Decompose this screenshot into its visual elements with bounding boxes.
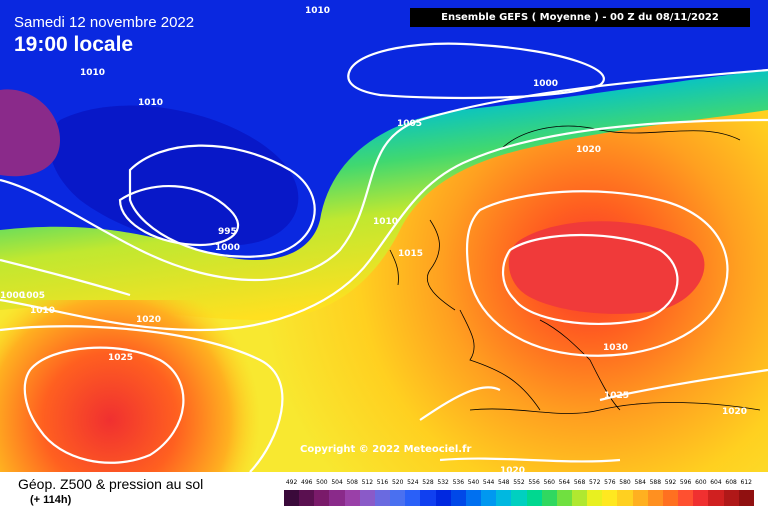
scale-tick-label: 588 bbox=[649, 479, 662, 486]
color-scale-bar bbox=[284, 490, 754, 506]
color-scale: 492 496 500 504 508 512 516 520 524 528 532 536 540 5… bbox=[284, 478, 754, 508]
isobar-label: 1010 bbox=[305, 6, 330, 16]
scale-color-swatch bbox=[556, 490, 572, 506]
legend-footer: Géop. Z500 & pression au sol (+ 114h) 49… bbox=[0, 472, 768, 512]
scale-color-swatch bbox=[632, 490, 648, 506]
scale-tick-label: 556 bbox=[528, 479, 540, 486]
scale-tick-label: 572 bbox=[588, 479, 601, 486]
isobar-label: 1020 bbox=[136, 315, 161, 325]
isobars bbox=[0, 42, 768, 472]
scale-tick-label: 504 bbox=[331, 479, 343, 486]
isobar-label: 1000 bbox=[215, 243, 240, 253]
scale-tick-label: 520 bbox=[391, 479, 404, 486]
scale-tick-label: 584 bbox=[634, 479, 646, 486]
isobar-labels: 1010 1010 1010 1000 1005 1020 995 1000 1… bbox=[0, 6, 747, 472]
isobar-label: 1005 bbox=[397, 119, 422, 129]
scale-color-swatch bbox=[314, 490, 330, 506]
scale-color-swatch bbox=[284, 490, 300, 506]
isobar-label: 1030 bbox=[603, 343, 628, 353]
scale-tick-label: 524 bbox=[407, 479, 419, 486]
color-scale-ticks: 492 496 500 504 508 512 516 520 524 528 532 536 540 5… bbox=[284, 478, 754, 488]
scale-color-swatch bbox=[435, 490, 451, 506]
model-run-banner: Ensemble GEFS ( Moyenne ) - 00 Z du 08/1… bbox=[410, 8, 750, 27]
isobar-label: 1010 bbox=[30, 306, 55, 316]
isobar-label: 1010 bbox=[80, 68, 105, 78]
scale-color-swatch bbox=[344, 490, 360, 506]
scale-color-swatch bbox=[541, 490, 557, 506]
isobar-label: 1005 bbox=[20, 291, 45, 301]
scale-color-swatch bbox=[587, 490, 603, 506]
scale-color-swatch bbox=[647, 490, 663, 506]
scale-tick-label: 568 bbox=[573, 479, 586, 486]
scale-tick-label: 560 bbox=[543, 479, 555, 486]
scale-color-swatch bbox=[693, 490, 709, 506]
geopotential-field: 1010 1010 1010 1000 1005 1020 995 1000 1… bbox=[0, 0, 768, 472]
scale-color-swatch bbox=[329, 490, 345, 506]
scale-color-swatch bbox=[526, 490, 542, 506]
scale-tick-label: 532 bbox=[437, 479, 449, 486]
forecast-local-time: 19:00 locale bbox=[14, 33, 134, 56]
scale-color-swatch bbox=[465, 490, 482, 506]
isobar-label: 995 bbox=[218, 227, 237, 237]
scale-color-swatch bbox=[374, 490, 391, 506]
scale-tick-label: 608 bbox=[725, 479, 737, 486]
scale-color-swatch bbox=[678, 490, 694, 506]
scale-tick-label: 512 bbox=[361, 479, 374, 486]
scale-color-swatch bbox=[617, 490, 633, 506]
scale-tick-label: 592 bbox=[664, 479, 677, 486]
scale-color-swatch bbox=[571, 490, 588, 506]
isobar-label: 1025 bbox=[604, 391, 629, 401]
scale-color-swatch bbox=[708, 490, 724, 506]
scale-color-swatch bbox=[450, 490, 466, 506]
isobar-label: 1000 bbox=[533, 79, 558, 89]
isobar-label: 1020 bbox=[500, 466, 525, 472]
scale-tick-label: 528 bbox=[422, 479, 434, 486]
copyright-notice: Copyright © 2022 Meteociel.fr bbox=[300, 444, 472, 455]
scale-color-swatch bbox=[405, 490, 421, 506]
scale-tick-label: 516 bbox=[376, 479, 389, 486]
scale-tick-label: 564 bbox=[558, 479, 571, 486]
scale-tick-label: 600 bbox=[695, 479, 707, 486]
isobar-label: 1010 bbox=[138, 98, 163, 108]
scale-color-swatch bbox=[662, 490, 679, 506]
scale-color-swatch bbox=[390, 490, 406, 506]
forecast-date: Samedi 12 novembre 2022 bbox=[14, 14, 195, 31]
scale-tick-label: 500 bbox=[316, 479, 328, 486]
isobar-label: 1015 bbox=[398, 249, 423, 259]
scale-tick-label: 536 bbox=[452, 479, 465, 486]
scale-tick-label: 612 bbox=[740, 479, 752, 486]
scale-tick-label: 548 bbox=[498, 479, 510, 486]
scale-color-swatch bbox=[738, 490, 754, 506]
scale-color-swatch bbox=[723, 490, 739, 506]
isobar-label: 1000 bbox=[0, 291, 25, 301]
lead-time: (+ 114h) bbox=[30, 494, 72, 506]
scale-tick-label: 580 bbox=[619, 479, 631, 486]
scale-color-swatch bbox=[299, 490, 315, 506]
scale-tick-label: 576 bbox=[604, 479, 616, 486]
scale-color-swatch bbox=[496, 490, 512, 506]
scale-tick-label: 552 bbox=[513, 479, 525, 486]
scale-color-swatch bbox=[481, 490, 497, 506]
isobar-label: 1020 bbox=[576, 145, 601, 155]
scale-tick-label: 508 bbox=[346, 479, 358, 486]
scale-tick-label: 544 bbox=[482, 479, 495, 486]
scale-color-swatch bbox=[511, 490, 527, 506]
scale-color-swatch bbox=[359, 490, 375, 506]
scale-tick-label: 496 bbox=[301, 479, 313, 486]
scale-tick-label: 604 bbox=[710, 479, 722, 486]
isobar-label: 1020 bbox=[722, 407, 747, 417]
scale-tick-label: 596 bbox=[679, 479, 692, 486]
isobar-label: 1010 bbox=[373, 217, 398, 227]
scale-tick-label: 492 bbox=[285, 479, 298, 486]
scale-tick-label: 540 bbox=[467, 479, 480, 486]
isobar-label: 1025 bbox=[108, 353, 133, 363]
scale-color-swatch bbox=[602, 490, 618, 506]
scale-color-swatch bbox=[420, 490, 436, 506]
weather-map: 1010 1010 1010 1000 1005 1020 995 1000 1… bbox=[0, 0, 768, 472]
parameter-title: Géop. Z500 & pression au sol bbox=[18, 476, 204, 492]
